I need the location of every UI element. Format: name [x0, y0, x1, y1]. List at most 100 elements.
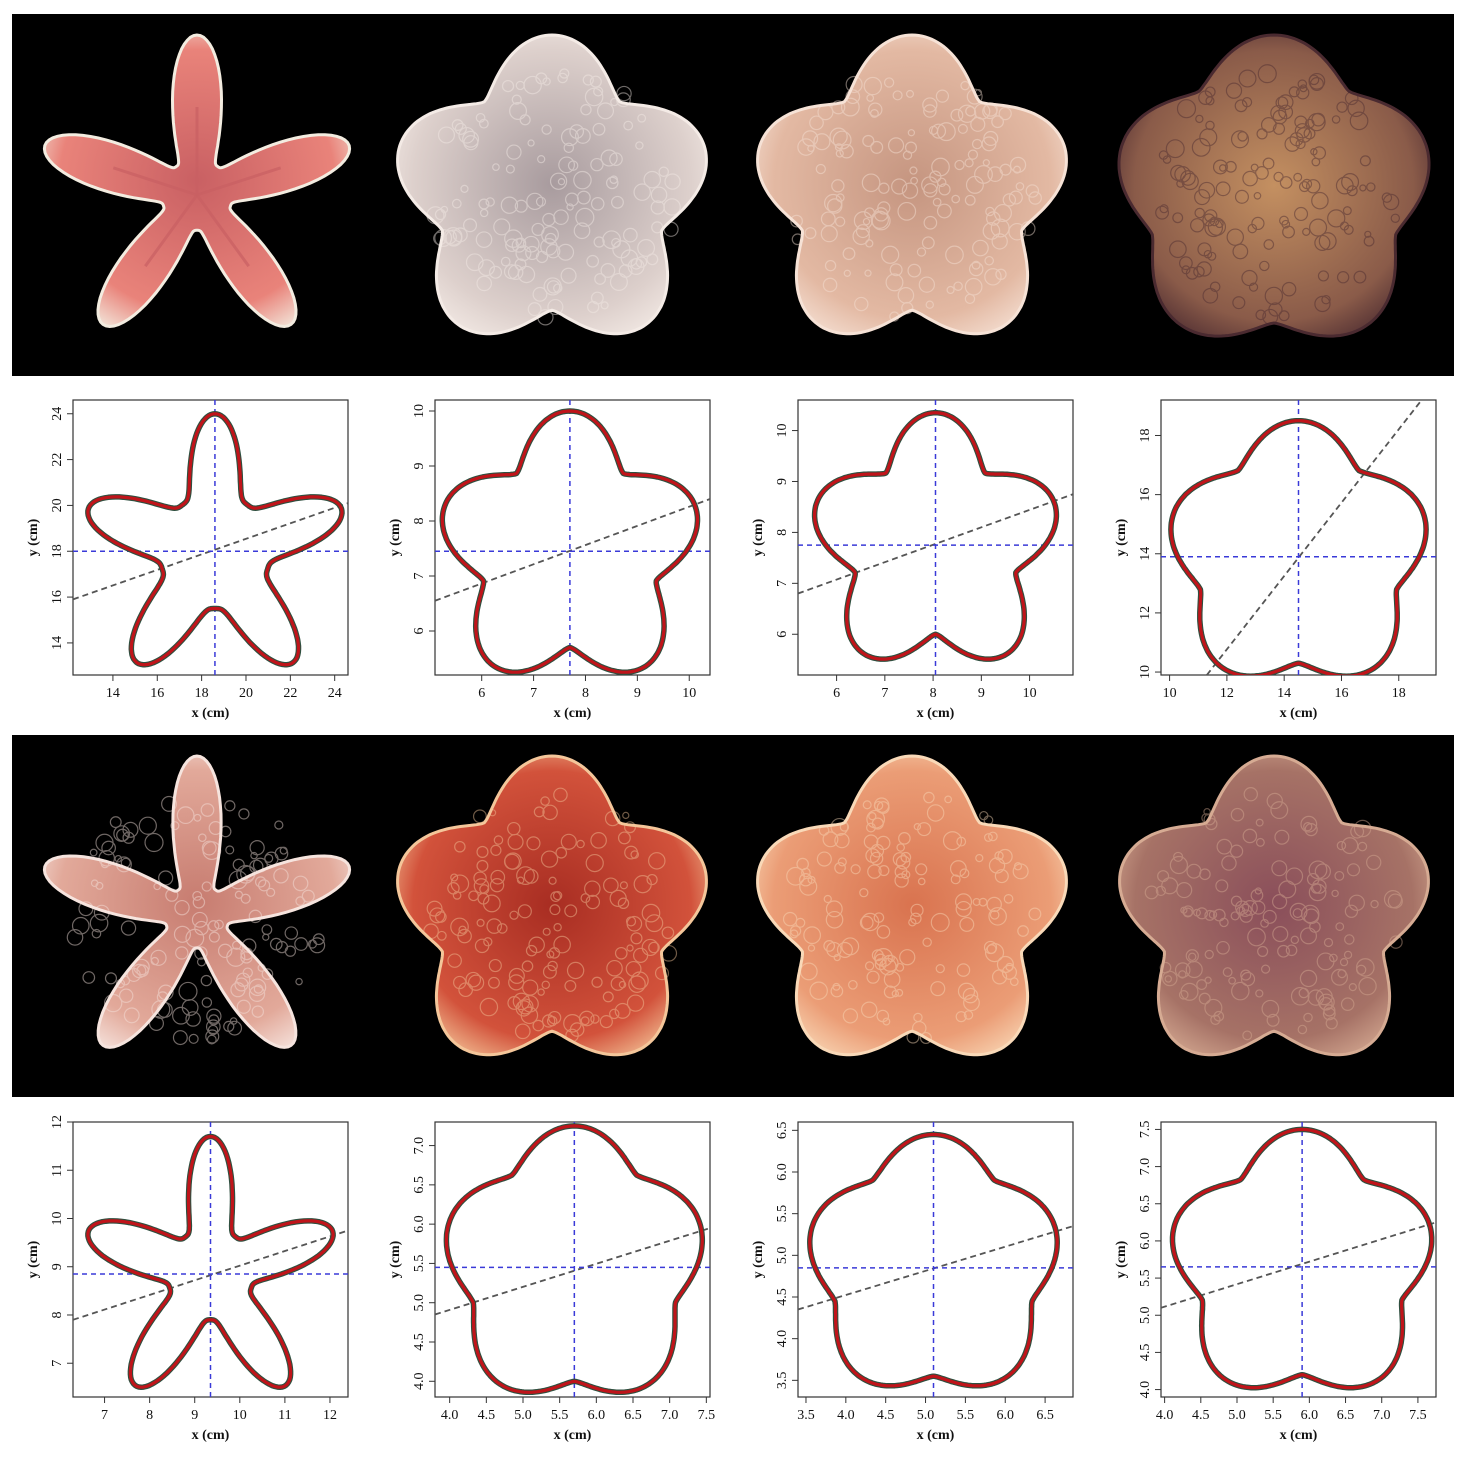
y-tick-label: 16 [1138, 488, 1153, 502]
y-tick-label: 7.0 [1138, 1158, 1153, 1176]
specimen-texture [790, 75, 1042, 322]
specimen-body [396, 33, 708, 336]
x-axis-label: x (cm) [192, 1428, 230, 1443]
x-tick-label: 6.0 [1301, 1408, 1319, 1423]
specimen-body [396, 754, 708, 1057]
x-tick-label: 22 [283, 686, 297, 701]
outline-plot: 4.0 4.5 5.0 5.5 6.0 6.5 7.0 7.5 4.0 4.5 5.0 5.5 6.0 6… [1106, 1102, 1446, 1447]
y-tick-label: 11 [50, 1164, 65, 1177]
specimen-body [1118, 754, 1430, 1057]
x-tick-label: 12 [323, 1408, 337, 1423]
y-tick-label: 7 [412, 573, 427, 580]
fitted-outline [444, 1124, 704, 1394]
y-tick-label: 4.5 [412, 1333, 427, 1351]
x-tick-label: 7.0 [661, 1408, 679, 1423]
y-tick-label: 9 [775, 478, 790, 485]
x-tick-label: 6.5 [1036, 1408, 1054, 1423]
specimen-body [1117, 33, 1431, 338]
orientation-line [1161, 1221, 1436, 1309]
y-tick-label: 5.0 [775, 1247, 790, 1265]
x-tick-label: 7 [101, 1408, 108, 1423]
y-axis-label: y (cm) [26, 1240, 41, 1278]
specimen-photo [756, 33, 1068, 336]
y-tick-label: 5.0 [412, 1294, 427, 1312]
x-axis-label: x (cm) [554, 706, 592, 721]
y-tick-label: 6.5 [775, 1122, 790, 1140]
x-tick-label: 7 [530, 686, 537, 701]
x-tick-label: 4.5 [478, 1408, 496, 1423]
specimen-texture [782, 791, 1042, 1045]
orientation-line [435, 498, 710, 602]
x-tick-label: 5.5 [957, 1408, 975, 1423]
y-tick-label: 7 [775, 580, 790, 587]
x-tick-label: 10 [1023, 686, 1037, 701]
fitted-outline [813, 411, 1058, 661]
fitted-outline [1170, 1127, 1434, 1390]
x-tick-label: 5.0 [917, 1408, 935, 1423]
outline-plot: 6 7 8 9 10 6 7 8 9 10 x (cm) y (cm) [380, 380, 720, 725]
x-axis-label: x (cm) [917, 706, 955, 721]
x-tick-label: 16 [1334, 686, 1348, 701]
outline-chart: 4.0 4.5 5.0 5.5 6.0 6.5 7.0 7.5 4.0 4.5 5.0 5.5 6.0 6… [388, 1121, 715, 1443]
y-axis-label: y (cm) [388, 518, 403, 556]
x-tick-label: 6.5 [624, 1408, 642, 1423]
specimen-body [42, 754, 352, 1049]
y-tick-label: 6 [775, 631, 790, 638]
x-tick-label: 6.5 [1337, 1408, 1355, 1423]
y-tick-label: 20 [50, 498, 65, 512]
y-tick-label: 6.0 [1138, 1232, 1153, 1250]
x-tick-label: 14 [1277, 686, 1291, 701]
x-tick-label: 6 [478, 686, 485, 701]
orientation-line [1206, 400, 1423, 675]
y-tick-label: 10 [1138, 665, 1153, 679]
x-tick-label: 6.0 [996, 1408, 1014, 1423]
x-axis-label: x (cm) [1280, 706, 1318, 721]
outline-chart: 14 16 18 20 22 24 14 16 18 20 22 24 x (cm) y (cm) [26, 399, 349, 721]
y-tick-label: 4.0 [1138, 1381, 1153, 1399]
x-tick-label: 6 [833, 686, 840, 701]
specimen-photo [42, 754, 352, 1049]
fitted-outline [86, 1134, 335, 1389]
x-tick-label: 5.0 [1228, 1408, 1246, 1423]
x-tick-label: 9 [978, 686, 985, 701]
specimen-texture [1144, 787, 1403, 1041]
outline-plot-row-top: 14 16 18 20 22 24 14 16 18 20 22 24 x (cm) y (cm) 6 7 8… [0, 380, 1463, 725]
y-tick-label: 14 [1138, 547, 1153, 561]
x-axis-label: x (cm) [917, 1428, 955, 1443]
y-axis-label: y (cm) [751, 1240, 766, 1278]
y-tick-label: 10 [412, 404, 427, 418]
specimen-body [756, 33, 1068, 336]
y-tick-label: 14 [50, 636, 65, 650]
x-tick-label: 4.0 [1156, 1408, 1174, 1423]
x-axis-label: x (cm) [192, 706, 230, 721]
fitted-outline [1169, 419, 1428, 675]
outline-plot: 14 16 18 20 22 24 14 16 18 20 22 24 x (cm) y (cm) [18, 380, 358, 725]
y-tick-label: 4.5 [775, 1288, 790, 1306]
x-tick-label: 12 [1220, 686, 1234, 701]
y-tick-label: 9 [50, 1263, 65, 1270]
outline-plot: 10 12 14 16 18 10 12 14 16 18 x (cm) y (cm) [1106, 380, 1446, 725]
orientation-line [798, 493, 1073, 595]
specimen-photo [42, 33, 352, 329]
outline-chart: 6 7 8 9 10 6 7 8 9 10 x (cm) y (cm) [751, 399, 1074, 721]
x-tick-label: 5.5 [551, 1408, 569, 1423]
outline-chart: 4.0 4.5 5.0 5.5 6.0 6.5 7.0 7.5 4.0 4.5 5.0 5.5 6.0 6… [1114, 1121, 1437, 1443]
x-tick-label: 5.0 [514, 1408, 532, 1423]
plot-frame [72, 399, 349, 676]
specimen-body [756, 754, 1068, 1057]
y-axis-label: y (cm) [388, 1240, 403, 1278]
fitted-outline [440, 409, 700, 674]
y-tick-label: 8 [50, 1311, 65, 1318]
specimen-photo-band-bottom [12, 735, 1454, 1097]
y-tick-label: 6.0 [412, 1215, 427, 1233]
specimen-photo-panel [42, 33, 1431, 338]
specimen-photo [756, 754, 1068, 1057]
x-tick-label: 4.0 [441, 1408, 459, 1423]
x-tick-label: 9 [634, 686, 641, 701]
outline-chart: 7 8 9 10 11 12 7 8 9 10 11 12 x (cm) y (cm) [26, 1115, 349, 1443]
x-tick-label: 18 [1392, 686, 1406, 701]
outline-plot-row-bottom: 7 8 9 10 11 12 7 8 9 10 11 12 x (cm) y (cm) 4.0 4.5 5.0… [0, 1102, 1463, 1447]
plot-frame [434, 1121, 711, 1398]
specimen-photo [396, 754, 708, 1057]
x-tick-label: 16 [150, 686, 164, 701]
